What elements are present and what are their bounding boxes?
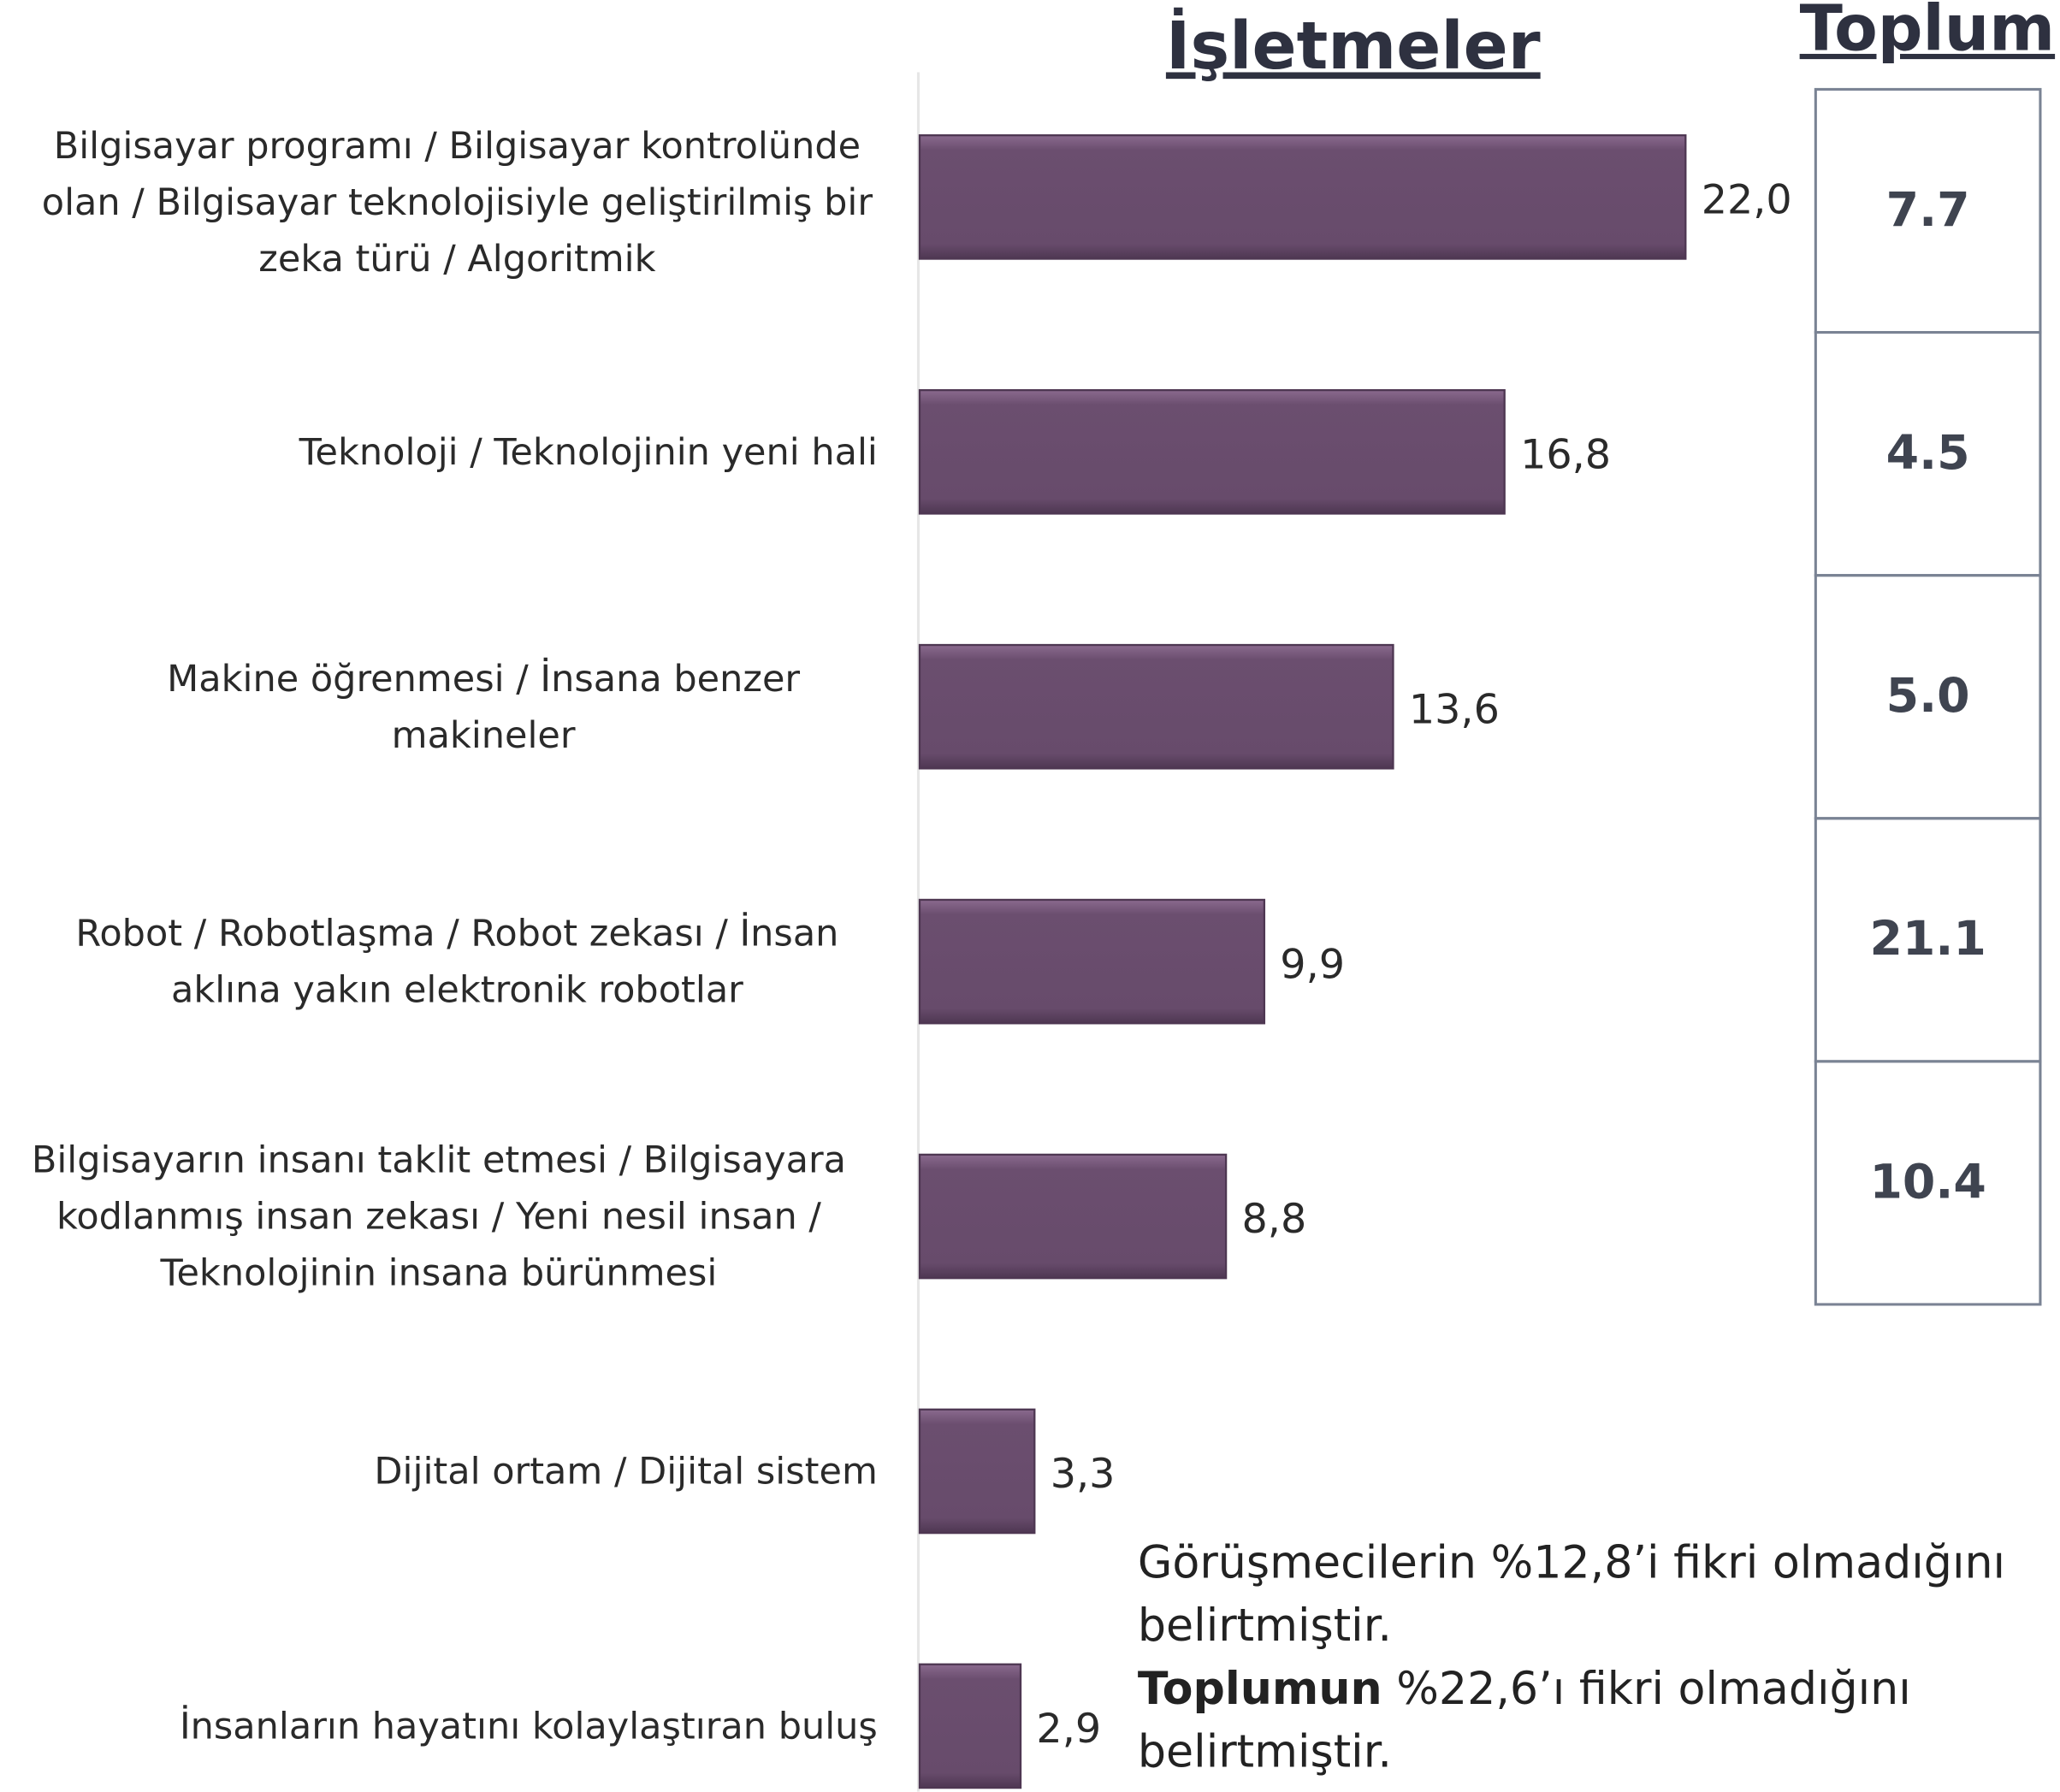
category-label: Bilgisayar programı / Bilgisayar kontrol…	[41, 124, 873, 281]
note-line: Görüşmecilerin %12,8’i fikri olmadığını …	[1137, 1536, 2006, 1653]
note-rest: %22,6’ı fikri olmadığını belirtmiştir.	[1137, 1663, 1911, 1779]
bar	[918, 1663, 1022, 1789]
table-value: 10.4	[1869, 1155, 1986, 1209]
bar	[918, 1408, 1036, 1535]
note-bold: Toplumun	[1137, 1663, 1382, 1716]
table-value: 21.1	[1869, 912, 1986, 967]
bar	[918, 898, 1266, 1025]
value-label: 22,0	[1702, 176, 1792, 223]
category-label: Robot / Robotlaşma / Robot zekası / İnsa…	[75, 911, 839, 1012]
note: Görüşmecilerin %12,8’i fikri olmadığını …	[1138, 1532, 2057, 1784]
table-value: 4.5	[1886, 426, 1970, 481]
table-value: 5.0	[1886, 669, 1970, 724]
value-label: 2,9	[1036, 1706, 1101, 1753]
bar	[918, 643, 1394, 770]
note-line: Toplumun %22,6’ı fikri olmadığını belirt…	[1138, 1658, 2057, 1783]
category-label: Makine öğrenmesi / İnsana benzer makinel…	[167, 656, 801, 757]
value-label: 9,9	[1280, 941, 1345, 988]
bar	[918, 1153, 1228, 1280]
value-label: 13,6	[1409, 686, 1500, 733]
table-title: Toplum	[1799, 0, 2056, 66]
table-cell	[1814, 1060, 2042, 1306]
value-label: 16,8	[1520, 431, 1611, 478]
category-label: İnsanların hayatını kolaylaştıran buluş	[179, 1704, 878, 1748]
value-label: 8,8	[1242, 1196, 1307, 1243]
category-label: Teknoloji / Teknolojinin yeni hali	[299, 429, 878, 474]
bar	[918, 388, 1506, 515]
chart-title: İşletmeler	[1165, 8, 1541, 85]
bar	[918, 134, 1687, 260]
category-label: Dijital ortam / Dijital sistem	[374, 1449, 878, 1493]
category-label: Bilgisayarın insanı taklit etmesi / Bilg…	[31, 1138, 846, 1295]
table-value: 7.7	[1886, 183, 1970, 238]
value-label: 3,3	[1051, 1451, 1116, 1498]
